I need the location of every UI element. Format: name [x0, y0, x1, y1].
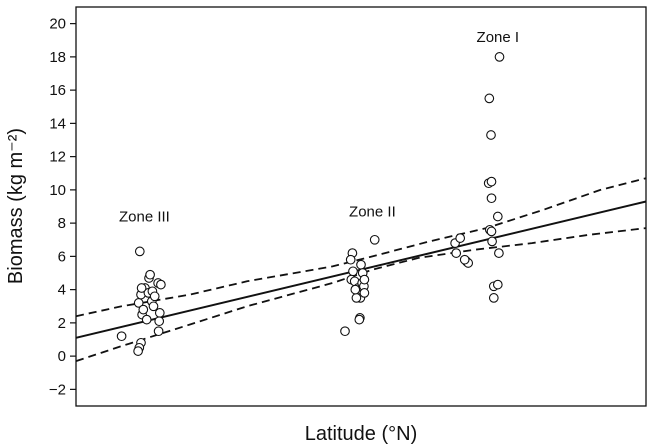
- data-point: [148, 301, 159, 312]
- y-tick-label: 20: [49, 16, 66, 33]
- data-point: [145, 269, 155, 280]
- data-point: [492, 211, 503, 222]
- zone-label: Zone III: [119, 209, 170, 226]
- y-tick-label: −2: [49, 381, 66, 398]
- data-point: [154, 308, 165, 318]
- data-point: [340, 326, 350, 337]
- x-axis-title: Latitude (°N): [305, 423, 418, 445]
- y-tick-label: 8: [58, 215, 66, 232]
- y-tick-label: 0: [58, 348, 66, 365]
- data-point: [351, 293, 362, 303]
- confidence-band-line: [75, 177, 647, 318]
- data-point: [486, 226, 497, 237]
- data-point: [484, 93, 495, 104]
- data-point: [486, 193, 497, 204]
- data-point: [451, 248, 462, 258]
- y-tick-label: 2: [58, 315, 66, 332]
- data-point: [356, 259, 366, 270]
- data-point: [494, 52, 505, 62]
- data-point: [133, 346, 143, 356]
- data-point: [459, 254, 470, 265]
- zone-labels: Zone III Zone II Zone I: [119, 29, 519, 226]
- zone-label: Zone II: [349, 204, 396, 221]
- data-point: [486, 176, 497, 187]
- data-point: [138, 304, 149, 315]
- data-point: [455, 233, 466, 243]
- data-point: [134, 246, 145, 257]
- data-point: [486, 130, 496, 140]
- data-point: [156, 279, 166, 290]
- y-tick-label: 16: [49, 82, 66, 99]
- data-point: [354, 314, 365, 325]
- data-point: [345, 254, 356, 265]
- data-point: [136, 283, 147, 293]
- y-tick-label: 4: [58, 282, 66, 299]
- y-tick-label: 18: [49, 49, 66, 66]
- data-point: [141, 314, 152, 325]
- data-point: [348, 266, 358, 277]
- data-point: [153, 326, 164, 337]
- plot-frame: [75, 6, 647, 407]
- y-tick-label: 12: [49, 149, 66, 166]
- y-tick-label: 10: [49, 182, 66, 199]
- y-axis-title: Biomass (kg m⁻²): [5, 128, 27, 284]
- data-point: [149, 291, 160, 302]
- data-point: [154, 316, 165, 327]
- data-point: [359, 274, 370, 285]
- data-point: [369, 234, 380, 245]
- data-points: [116, 52, 505, 356]
- y-tick-label: 6: [58, 248, 66, 265]
- data-point: [350, 284, 361, 295]
- zone-label: Zone I: [477, 29, 520, 46]
- data-point: [116, 331, 127, 342]
- data-point: [492, 279, 503, 290]
- data-point: [487, 236, 497, 247]
- data-point: [494, 248, 504, 258]
- confidence-band-line: [75, 227, 647, 362]
- y-axis-ticks: −2 0 2 4 6 8 10 12 14 16 18 20: [49, 16, 76, 398]
- data-point: [359, 288, 370, 298]
- data-point: [488, 293, 499, 303]
- y-tick-label: 14: [49, 115, 66, 132]
